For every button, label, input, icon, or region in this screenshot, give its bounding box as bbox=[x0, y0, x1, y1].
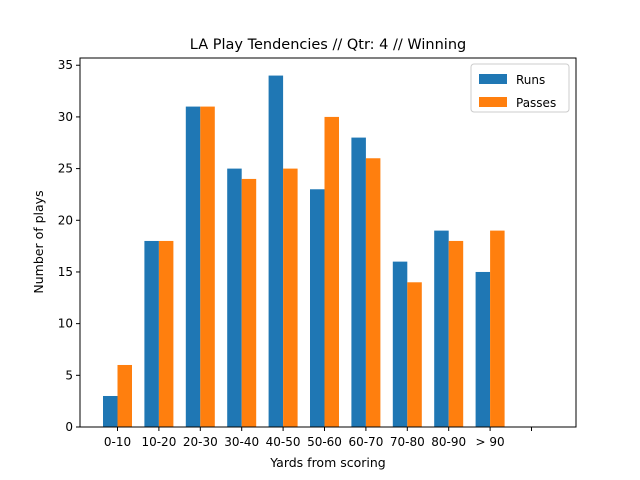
chart-title: LA Play Tendencies // Qtr: 4 // Winning bbox=[190, 37, 466, 53]
x-tick-label: 50-60 bbox=[307, 435, 342, 449]
x-tick-label: 0-10 bbox=[104, 435, 131, 449]
bar-passes-1 bbox=[117, 364, 132, 427]
y-axis-label: Number of plays bbox=[31, 190, 46, 293]
x-axis-label: Yards from scoring bbox=[269, 455, 385, 470]
bar-passes-5 bbox=[283, 168, 298, 427]
bar-runs-7 bbox=[351, 137, 366, 427]
y-tick-label: 30 bbox=[58, 110, 73, 124]
bar-passes-7 bbox=[365, 158, 381, 427]
bar-passes-8 bbox=[407, 282, 422, 427]
bar-passes-10 bbox=[490, 230, 505, 427]
legend: Runs Passes bbox=[470, 63, 570, 113]
bar-passes-3 bbox=[200, 106, 215, 427]
axes-frame bbox=[79, 57, 577, 428]
x-tick-label: 70-80 bbox=[390, 435, 425, 449]
y-tick-label: 20 bbox=[58, 213, 73, 227]
x-tick-label: 60-70 bbox=[348, 435, 383, 449]
bar-runs-5 bbox=[268, 75, 284, 427]
bar-runs-6 bbox=[310, 189, 325, 427]
x-tick-label: 30-40 bbox=[224, 435, 259, 449]
legend-label-runs: Runs bbox=[516, 73, 545, 87]
legend-swatch-runs bbox=[479, 74, 507, 84]
plot-area: 0 5 10 15 20 25 30 35 0-10 10-20 20-30 30-40 40-50 50… bbox=[58, 57, 577, 449]
legend-label-passes: Passes bbox=[516, 96, 556, 110]
bar-passes-9 bbox=[448, 240, 464, 427]
y-tick-label: 10 bbox=[58, 317, 73, 331]
x-tick-label: 20-30 bbox=[183, 435, 218, 449]
x-tick-label: 80-90 bbox=[431, 435, 466, 449]
y-tick-label: 15 bbox=[58, 265, 73, 279]
legend-swatch-passes bbox=[479, 97, 507, 107]
y-tick-label: 0 bbox=[65, 420, 73, 434]
y-tick-label: 5 bbox=[65, 368, 73, 382]
bar-runs-10 bbox=[475, 271, 491, 427]
x-tick-label: 40-50 bbox=[266, 435, 301, 449]
y-tick-label: 25 bbox=[58, 162, 73, 176]
bar-runs-9 bbox=[434, 230, 449, 427]
bar-runs-4 bbox=[227, 168, 242, 427]
x-tick-label: 10-20 bbox=[141, 435, 176, 449]
bar-passes-4 bbox=[241, 178, 257, 427]
bar-passes-2 bbox=[158, 240, 174, 427]
bar-runs-2 bbox=[144, 240, 159, 427]
x-tick-label: > 90 bbox=[476, 435, 505, 449]
bar-runs-1 bbox=[103, 395, 118, 427]
bar-runs-3 bbox=[185, 106, 201, 427]
bar-runs-8 bbox=[392, 261, 408, 427]
bar-passes-6 bbox=[324, 116, 339, 428]
y-tick-label: 35 bbox=[58, 58, 73, 72]
